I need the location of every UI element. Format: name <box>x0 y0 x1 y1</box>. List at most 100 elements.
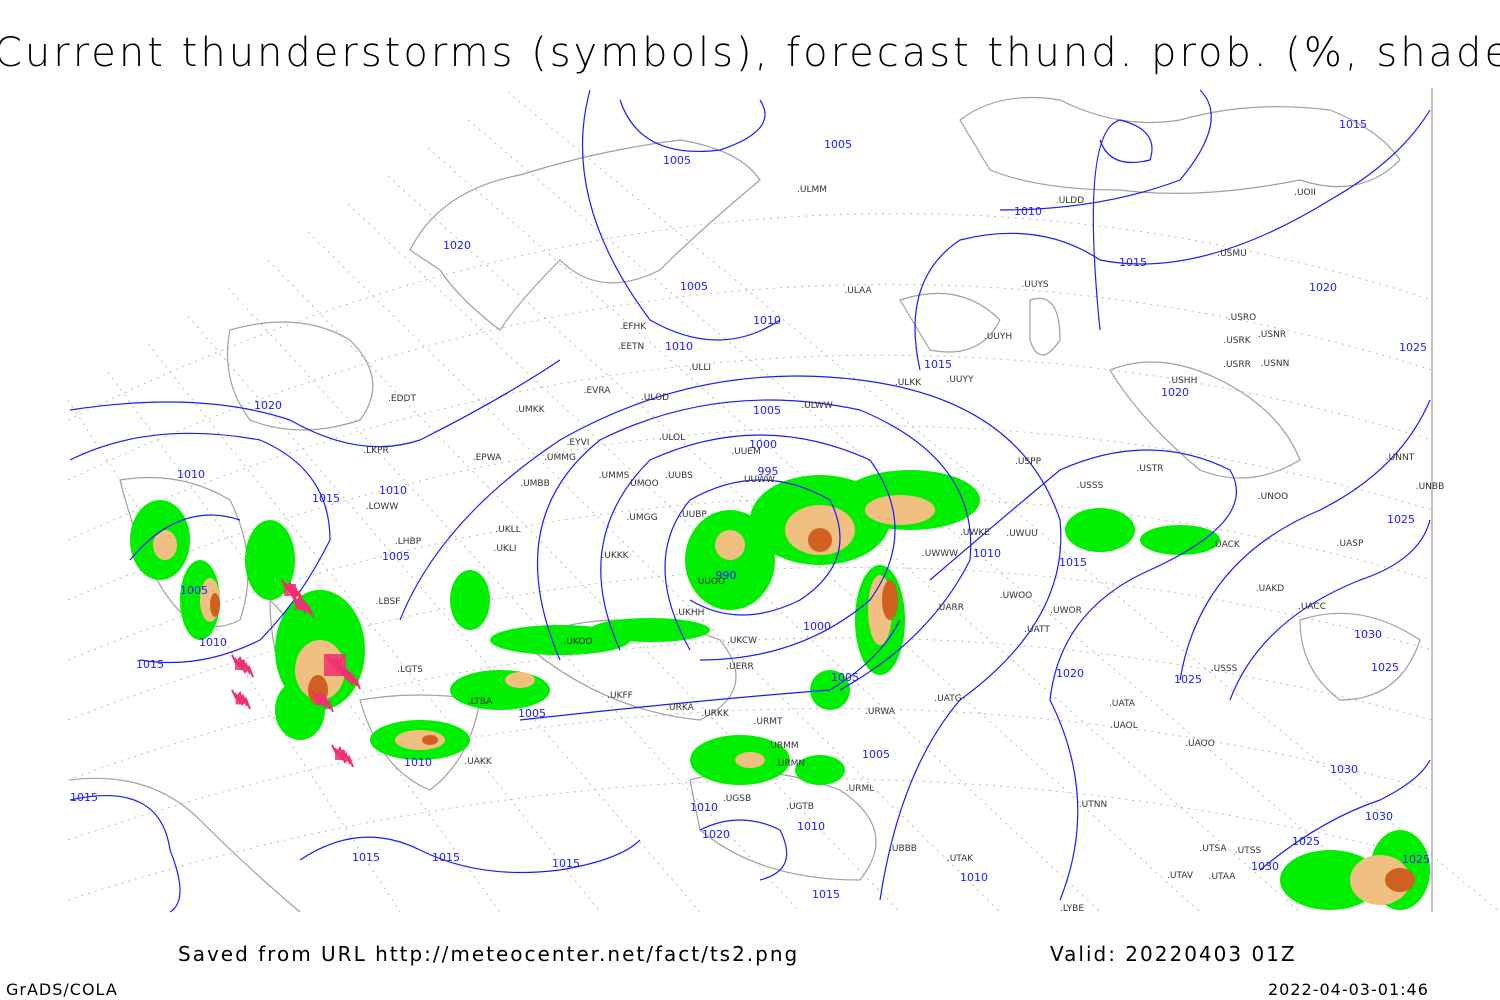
isobar-label: 1020 <box>1309 281 1337 294</box>
isobar-label: 1005 <box>180 584 208 597</box>
isobar-label: 1010 <box>690 801 718 814</box>
station-label: .USRO <box>1228 313 1257 323</box>
station-label: .UWUU <box>1006 529 1038 539</box>
isobar-label: 1010 <box>1014 205 1042 218</box>
isobar-line <box>699 819 788 881</box>
coastline <box>227 321 374 431</box>
grid-line <box>467 119 1401 913</box>
station-label: .UARR <box>936 603 964 613</box>
station-label: .LKPR <box>363 446 388 456</box>
station-label: .ULMM <box>797 185 827 195</box>
isobar-line <box>299 836 641 874</box>
probability-area-high <box>422 735 438 745</box>
station-label: .UASP <box>1337 539 1364 549</box>
grid-line <box>187 315 701 913</box>
isobar-label: 1020 <box>702 828 730 841</box>
probability-area-mid <box>715 530 745 560</box>
station-label: .UUBP <box>679 510 707 520</box>
probability-area-low <box>1280 850 1380 910</box>
station-label: .UKLL <box>495 525 520 535</box>
isobar-label: 1005 <box>824 138 852 151</box>
isobar-label: 1015 <box>812 888 840 901</box>
isobar-line <box>129 514 241 561</box>
station-label: .UKCW <box>727 636 757 646</box>
station-label: .UNNT <box>1386 453 1415 463</box>
station-label: .URMT <box>754 717 783 727</box>
station-label: .USPP <box>1015 457 1042 467</box>
station-labels: .ULMM .ULDD .UOII .USMU .UUYS .ULAA .USRO .USRK… <box>363 185 1444 914</box>
grid-line <box>67 213 1433 421</box>
isobar-label: 1020 <box>1161 386 1189 399</box>
isobar-line <box>69 432 331 664</box>
station-label: .USNR <box>1258 330 1286 340</box>
station-label: .UWKE <box>960 528 990 538</box>
isobar-label: 1000 <box>803 620 831 633</box>
station-label: .ULOD <box>641 393 669 403</box>
isobar-label: 1005 <box>382 550 410 563</box>
probability-area-high <box>1385 868 1415 892</box>
thunderstorm-symbol <box>324 654 346 676</box>
timestamp-text: 2022-04-03-01:46 <box>1268 980 1429 999</box>
station-label: .UATA <box>1109 699 1136 709</box>
isobar-line <box>519 619 901 721</box>
isobar-label: 990 <box>716 569 737 582</box>
thunderstorm-symbol <box>235 660 245 670</box>
station-label: .EDDT <box>388 394 416 404</box>
station-label: .UWOR <box>1050 606 1082 616</box>
isobar-line <box>1259 759 1431 871</box>
coastline <box>518 619 737 721</box>
isobar-label: 1015 <box>352 851 380 864</box>
station-label: .UACK <box>1212 540 1241 550</box>
isobar-label: 1020 <box>1056 667 1084 680</box>
station-label: .UBBB <box>889 844 917 854</box>
thunderstorm-symbol <box>295 600 305 610</box>
isobar-line <box>664 479 841 651</box>
station-label: .UUYS <box>1021 280 1049 290</box>
station-label: .URKA <box>666 703 694 713</box>
station-label: .EFHK <box>620 322 647 332</box>
probability-area-low <box>450 570 490 630</box>
station-label: .UTNN <box>1079 800 1107 810</box>
station-label: .ULLI <box>689 363 711 373</box>
station-label: .UATT <box>1024 625 1050 635</box>
station-label: .ULDD <box>1056 196 1084 206</box>
isobar-line <box>581 89 781 341</box>
thunderstorm-symbol <box>284 584 296 596</box>
isobars <box>69 89 1431 913</box>
isobar-label: 1010 <box>665 340 693 353</box>
isobar-label: 1005 <box>753 404 781 417</box>
station-label: .UTAV <box>1167 871 1194 881</box>
station-label: .EPWA <box>473 453 502 463</box>
isobar-label: 1010 <box>404 756 432 769</box>
station-label: .UWWW <box>922 549 958 559</box>
isobar-label: 1015 <box>136 658 164 671</box>
station-label: .UTSA <box>1200 844 1228 854</box>
isobar-label: 1005 <box>680 280 708 293</box>
thunderstorm-symbols <box>231 579 361 768</box>
isobar-label: 1005 <box>862 748 890 761</box>
station-label: .LOWW <box>366 502 399 512</box>
isobar-line <box>1229 519 1431 701</box>
isobar-label: 1025 <box>1371 661 1399 674</box>
thunderstorm-symbol <box>335 750 345 760</box>
station-label: .UTAA <box>1209 872 1237 882</box>
probability-area-high <box>210 593 220 617</box>
software-credit: GrADS/COLA <box>6 980 118 999</box>
isobar-label: 1025 <box>1292 835 1320 848</box>
grid-line <box>147 343 601 913</box>
isobar-line <box>536 399 972 691</box>
station-label: .UOII <box>1294 188 1316 198</box>
isobar-line <box>600 434 896 661</box>
station-label: .UMBB <box>520 479 550 489</box>
station-label: .EVRA <box>584 386 612 396</box>
station-label: .UAOL <box>1110 721 1138 731</box>
station-label: .UWOO <box>1000 591 1033 601</box>
isobar-label: 1015 <box>1119 256 1147 269</box>
station-label: .UKFF <box>607 691 633 701</box>
isobar-label: 1010 <box>797 820 825 833</box>
station-label: .USSS <box>1211 664 1238 674</box>
grid-line <box>67 708 1433 841</box>
coastline <box>899 292 1001 353</box>
station-label: .UNBB <box>1416 482 1445 492</box>
